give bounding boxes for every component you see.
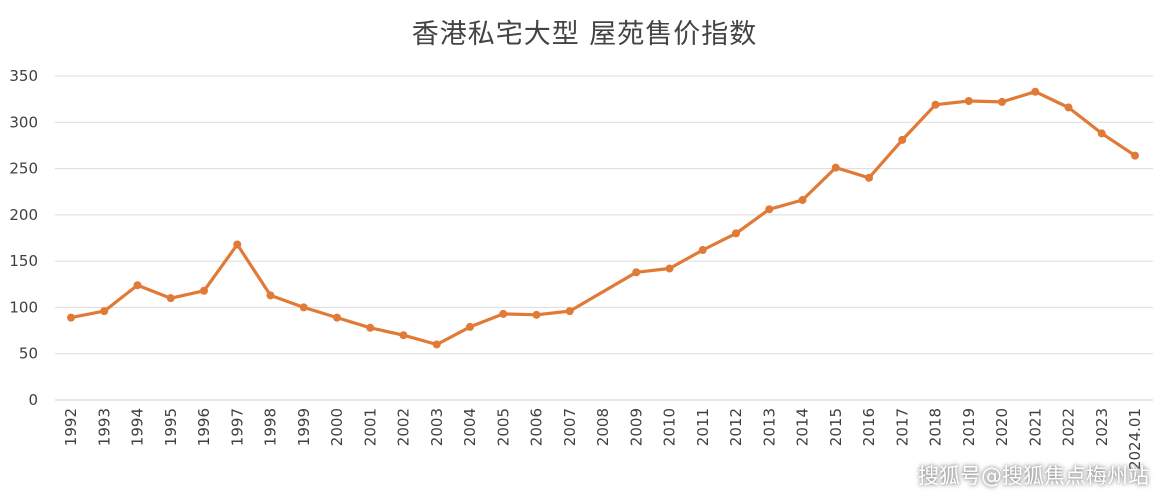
data-point — [565, 307, 574, 316]
x-tick-label: 1993 — [95, 408, 113, 446]
data-point — [1097, 129, 1106, 138]
x-tick-label: 2012 — [727, 408, 745, 446]
x-tick-label: 2022 — [1060, 408, 1078, 446]
x-tick-label: 1999 — [295, 408, 313, 446]
x-tick-label: 2000 — [328, 408, 346, 446]
data-point — [200, 286, 208, 295]
x-tick-label: 2024.01 — [1126, 408, 1144, 470]
data-point — [1031, 87, 1040, 96]
data-point — [931, 100, 940, 109]
y-tick-label: 350 — [9, 67, 38, 85]
x-tick-label: 2023 — [1093, 408, 1111, 446]
data-point — [665, 264, 674, 273]
watermark: 搜狐号@搜狐焦点梅州站 — [918, 464, 1149, 488]
x-tick-label: 2021 — [1026, 408, 1044, 446]
data-point — [998, 97, 1006, 106]
data-point — [166, 294, 175, 303]
y-tick-label: 250 — [9, 160, 38, 178]
data-point — [831, 163, 840, 172]
data-point — [100, 307, 109, 316]
data-point — [698, 246, 707, 255]
series-line — [69, 90, 1137, 347]
x-tick-label: 2011 — [694, 408, 712, 446]
y-tick-label: 150 — [9, 252, 38, 270]
x-tick-label: 2006 — [528, 408, 546, 446]
x-tick-label: 1998 — [262, 408, 280, 446]
x-tick-label: 2008 — [594, 408, 612, 446]
y-tick-label: 50 — [19, 345, 38, 363]
data-point — [732, 229, 740, 238]
data-point — [366, 323, 375, 332]
data-point — [133, 281, 142, 290]
data-point — [299, 303, 308, 312]
data-point — [765, 205, 774, 214]
data-point — [499, 309, 508, 318]
data-point — [67, 313, 75, 322]
y-tick-label: 0 — [28, 391, 38, 409]
x-tick-label: 2007 — [561, 408, 579, 446]
x-tick-label: 2015 — [827, 408, 845, 446]
x-tick-label: 1995 — [162, 408, 180, 446]
y-axis-ticks: 0 50 100 150 200 250 300 350 — [9, 67, 38, 409]
series-points — [67, 87, 1139, 349]
x-tick-label: 1992 — [62, 408, 80, 446]
x-tick-label: 2014 — [794, 408, 812, 446]
data-point — [964, 96, 973, 105]
data-point — [532, 310, 541, 319]
data-point — [632, 268, 641, 277]
x-tick-label: 2004 — [461, 408, 479, 446]
data-point — [1064, 103, 1073, 112]
data-point — [432, 340, 441, 349]
data-point — [333, 313, 341, 322]
data-point — [798, 196, 807, 205]
data-point — [1131, 151, 1139, 160]
x-tick-label: 2003 — [428, 408, 446, 446]
series-line-path — [69, 90, 1137, 347]
x-tick-label: 2010 — [661, 408, 679, 446]
data-point — [266, 291, 275, 300]
y-tick-label: 200 — [9, 206, 38, 224]
x-tick-label: 2001 — [361, 408, 379, 446]
x-tick-label: 2016 — [860, 408, 878, 446]
y-tick-label: 100 — [9, 298, 38, 316]
data-point — [466, 322, 474, 331]
data-point — [898, 135, 907, 144]
data-point — [399, 331, 408, 340]
x-tick-label: 2019 — [960, 408, 978, 446]
x-tick-label: 2020 — [993, 408, 1011, 446]
gridlines — [55, 75, 1153, 401]
x-tick-label: 1996 — [195, 408, 213, 446]
data-point — [233, 240, 242, 249]
data-point — [865, 173, 873, 182]
y-tick-label: 300 — [9, 113, 38, 131]
chart-title: 香港私宅大型 屋苑售价指数 — [411, 19, 758, 50]
x-tick-label: 2013 — [760, 408, 778, 446]
x-tick-label: 2017 — [893, 408, 911, 446]
x-tick-label: 2009 — [627, 408, 645, 446]
x-tick-label: 2018 — [927, 408, 945, 446]
x-axis-ticks: 1992 1993 1994 1995 1996 1997 1998 1999 2000 2001… — [62, 408, 1144, 470]
x-tick-label: 2005 — [494, 408, 512, 446]
x-tick-label: 2002 — [395, 408, 413, 446]
x-tick-label: 1994 — [129, 408, 147, 446]
x-tick-label: 1997 — [228, 408, 246, 446]
